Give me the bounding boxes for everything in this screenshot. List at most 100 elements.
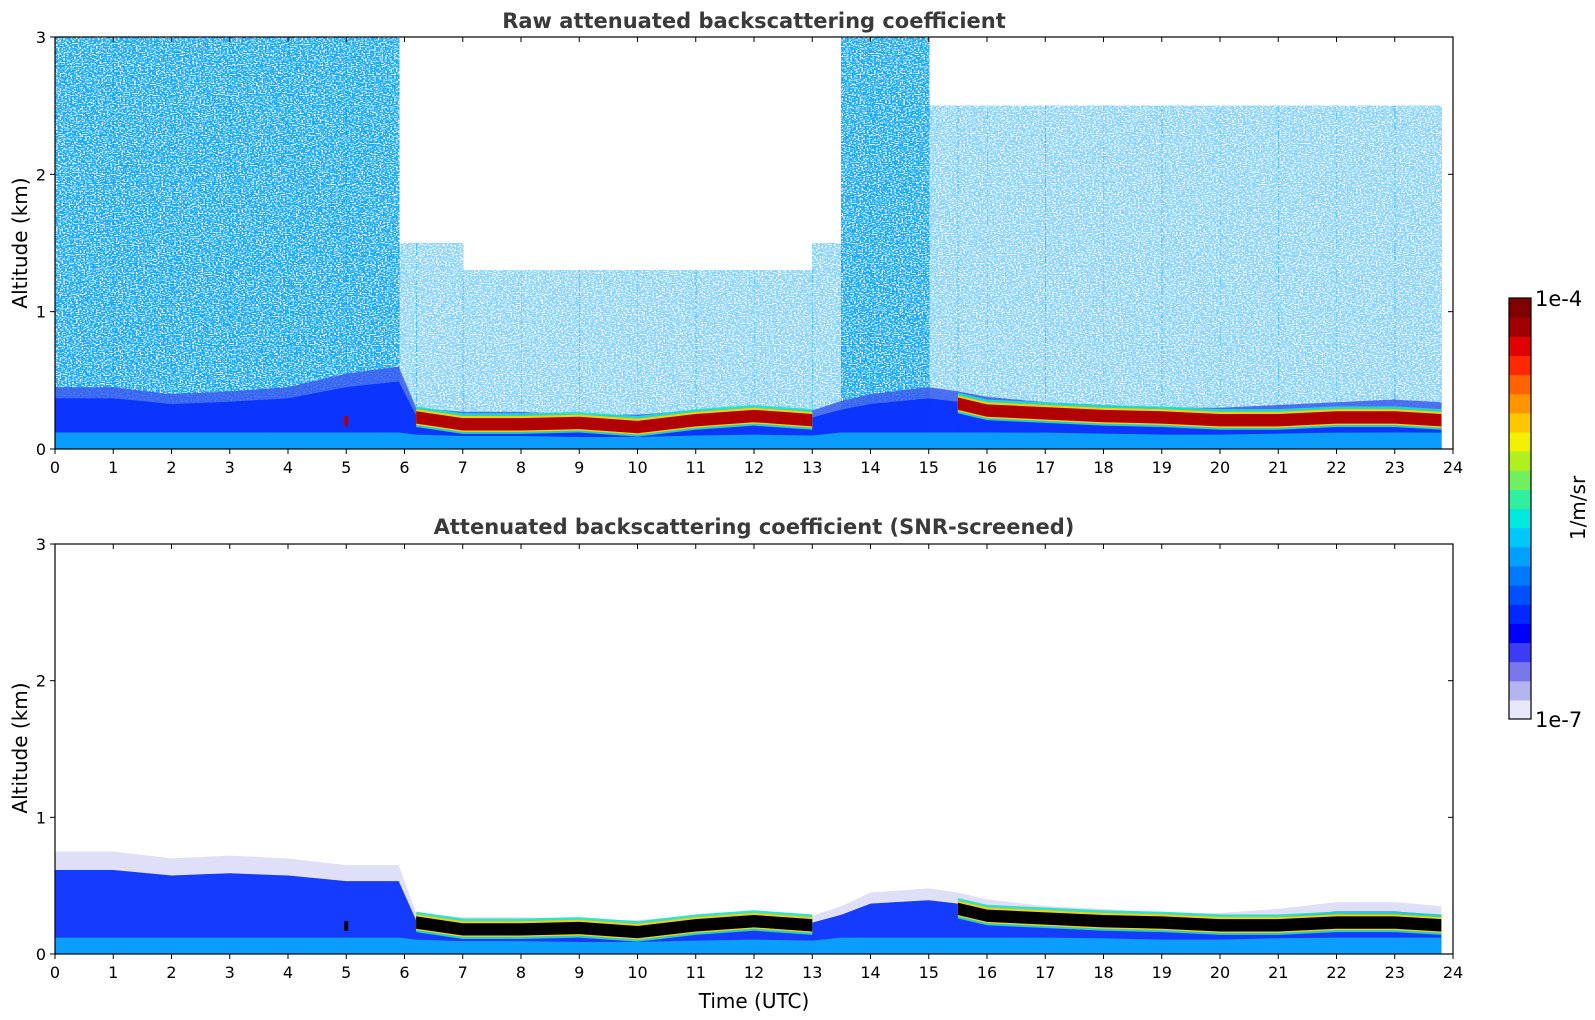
- x-tick-label: 14: [860, 458, 880, 477]
- y-tick-label: 3: [36, 535, 46, 554]
- x-tick-label: 21: [1268, 963, 1288, 982]
- x-tick-label: 10: [627, 963, 647, 982]
- x-tick-label: 18: [1093, 963, 1113, 982]
- panel-screened: Attenuated backscattering coefficient (S…: [8, 515, 1463, 1013]
- x-tick-label: 24: [1443, 458, 1463, 477]
- x-tick-label: 4: [283, 458, 293, 477]
- x-tick-label: 19: [1152, 458, 1172, 477]
- x-tick-label: 6: [399, 963, 409, 982]
- x-tick-label: 21: [1268, 458, 1288, 477]
- x-tick-label: 12: [744, 963, 764, 982]
- x-tick-label: 24: [1443, 963, 1463, 982]
- x-tick-label: 2: [166, 458, 176, 477]
- colorbar-step: [1509, 623, 1531, 644]
- x-tick-label: 3: [225, 963, 235, 982]
- colorbar-step: [1509, 317, 1531, 337]
- x-tick-label: 8: [516, 458, 526, 477]
- y-tick-label: 1: [36, 303, 46, 322]
- colorbar-step: [1509, 336, 1531, 357]
- x-tick-label: 13: [802, 963, 822, 982]
- x-tick-label: 13: [802, 458, 822, 477]
- layer-surface: [55, 432, 1442, 449]
- noise-segment: [1394, 105, 1442, 449]
- y-tick-label: 3: [36, 28, 46, 47]
- peak-layer: [416, 409, 813, 434]
- colorbar: 1e-4 1e-7 1/m/sr: [1508, 287, 1590, 732]
- x-tick-label: 20: [1210, 963, 1230, 982]
- y-tick-label: 0: [36, 945, 46, 964]
- x-tick-label: 15: [919, 458, 939, 477]
- peak-layer: [957, 902, 1442, 932]
- noise-segment: [1161, 105, 1221, 449]
- colorbar-step: [1509, 374, 1531, 395]
- noise-segment: [987, 105, 1046, 449]
- chart-title: Attenuated backscattering coefficient (S…: [434, 515, 1075, 539]
- y-tick-label: 2: [36, 165, 46, 184]
- noise-segment: [113, 37, 172, 449]
- colorbar-step: [1509, 604, 1531, 624]
- x-tick-label: 9: [574, 458, 584, 477]
- colorbar-step: [1509, 489, 1531, 510]
- x-tick-label: 10: [627, 458, 647, 477]
- heatmap-area: [55, 851, 1442, 954]
- noise-segment: [841, 37, 871, 449]
- x-tick-label: 9: [574, 963, 584, 982]
- x-tick-label: 5: [341, 963, 351, 982]
- x-tick-label: 14: [860, 963, 880, 982]
- x-tick-label: 2: [166, 963, 176, 982]
- noise-segment: [171, 37, 231, 449]
- y-axis-label: Altitude (km): [8, 177, 32, 308]
- noise-segment: [1045, 105, 1104, 449]
- x-tick-label: 0: [50, 963, 60, 982]
- colorbar-step: [1509, 451, 1531, 471]
- colorbar-step: [1509, 298, 1531, 318]
- noise-segment: [55, 37, 114, 449]
- noise-segment: [957, 105, 988, 449]
- x-tick-label: 3: [225, 458, 235, 477]
- x-tick-label: 17: [1035, 458, 1055, 477]
- colorbar-step: [1509, 393, 1531, 414]
- x-tick-label: 23: [1385, 458, 1405, 477]
- x-tick-label: 6: [399, 458, 409, 477]
- chart-title: Raw attenuated backscattering coefficien…: [502, 9, 1006, 33]
- x-tick-label: 1: [108, 963, 118, 982]
- layer-core: [55, 381, 1442, 449]
- x-tick-label: 22: [1326, 458, 1346, 477]
- y-tick-label: 2: [36, 672, 46, 691]
- peak-layer: [416, 915, 813, 939]
- peak-layer: [957, 397, 1442, 427]
- heatmap-area: [55, 37, 1442, 449]
- x-tick-label: 16: [977, 458, 997, 477]
- colorbar-step: [1509, 661, 1531, 682]
- x-tick-label: 7: [458, 963, 468, 982]
- colorbar-unit-label: 1/m/sr: [1566, 475, 1590, 540]
- colorbar-step: [1509, 680, 1531, 701]
- panel-raw: Raw attenuated backscattering coefficien…: [8, 9, 1463, 477]
- colorbar-step: [1509, 470, 1531, 490]
- colorbar-gradient: [1509, 298, 1531, 720]
- aerosol-layer: [55, 366, 1442, 449]
- y-axis-label: Altitude (km): [8, 682, 32, 813]
- noise-segment: [1220, 105, 1279, 449]
- x-tick-label: 22: [1326, 963, 1346, 982]
- noise-segment: [870, 37, 930, 449]
- layer-surface: [55, 937, 1442, 954]
- aerosol-layer: [55, 851, 1442, 954]
- colorbar-step: [1509, 699, 1531, 720]
- colorbar-step: [1509, 642, 1531, 663]
- noise-field: [55, 37, 1442, 449]
- colorbar-max-label: 1e-4: [1535, 287, 1582, 311]
- colorbar-step: [1509, 355, 1531, 376]
- peak-layer: [344, 921, 349, 931]
- x-tick-label: 4: [283, 963, 293, 982]
- x-tick-label: 16: [977, 963, 997, 982]
- peak-layer: [344, 416, 349, 426]
- y-axis: 0 1 2 3: [36, 535, 1453, 964]
- noise-segment: [1103, 105, 1163, 449]
- x-tick-label: 5: [341, 458, 351, 477]
- x-tick-label: 23: [1385, 963, 1405, 982]
- x-tick-label: 7: [458, 458, 468, 477]
- noise-segment: [1278, 105, 1337, 449]
- colorbar-frame: [1508, 297, 1532, 720]
- layer-core: [55, 869, 1442, 954]
